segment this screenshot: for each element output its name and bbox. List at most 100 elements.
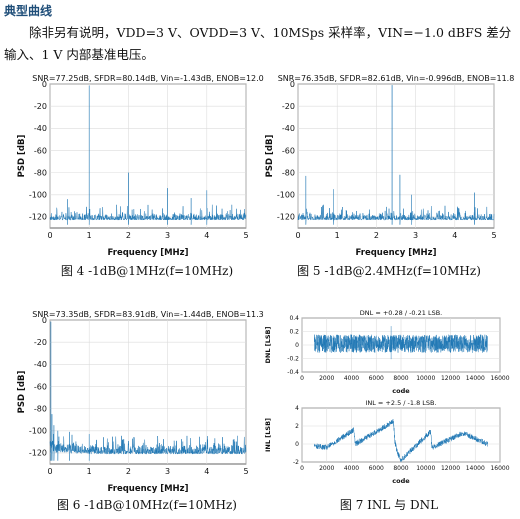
x-tick-label: 3 — [165, 231, 170, 240]
psd-chart-1mhz: SNR=77.25dB, SFDR=80.14dB, Vin=-1.43dB, … — [14, 72, 264, 258]
x-tick-label: 6000 — [369, 375, 384, 382]
y-tick-label: 0 — [42, 316, 47, 325]
y-tick-label: 2 — [295, 423, 299, 430]
x-tick-label: 8000 — [393, 375, 408, 382]
caption-fig4: 图 4 -1dB@1MHz(f=10MHz) — [60, 264, 234, 278]
x-tick-label: 14000 — [466, 375, 485, 382]
inl-chart: INL = +2.5 / -1.8 LSB. 0 2000 4000 6000 8000 1… — [262, 396, 512, 486]
plot-frame — [49, 319, 247, 465]
y-tick-label: -60 — [34, 146, 47, 155]
x-tick-label: 14000 — [466, 465, 485, 472]
y-tick-label: -40 — [282, 124, 295, 133]
y-axis-label: INL [LSB] — [264, 418, 272, 452]
plot-frame — [49, 83, 247, 229]
x-tick-label: 4 — [204, 467, 209, 476]
psd-trace — [49, 85, 247, 225]
y-tick-label: 0 — [42, 80, 47, 89]
caption-fig7: 图 7 INL 与 DNL — [339, 498, 439, 512]
y-axis-label: PSD [dB] — [17, 135, 27, 178]
y-axis-label: DNL [LSB] — [264, 326, 272, 363]
chart-title: SNR=76.35dB, SFDR=82.61dB, Vin=-0.996dB,… — [278, 74, 515, 83]
x-tick-label: 10000 — [416, 375, 435, 382]
x-tick-label: 4000 — [344, 375, 359, 382]
y-tick-label: -100 — [29, 427, 47, 436]
x-axis-label: Frequency [MHz] — [108, 484, 189, 494]
inl-trace — [314, 419, 488, 463]
x-tick-label: 2 — [126, 231, 131, 240]
y-axis-label: PSD [dB] — [265, 135, 275, 178]
x-tick-label: 0 — [47, 231, 52, 240]
x-tick-label: 1 — [335, 231, 340, 240]
x-tick-label: 16000 — [490, 465, 509, 472]
x-tick-label: 4000 — [344, 465, 359, 472]
y-tick-label: 0 — [290, 80, 295, 89]
x-tick-label: 4 — [204, 231, 209, 240]
chart-svg: SNR=73.35dB, SFDR=83.91dB, Vin=-1.44dB, … — [17, 310, 264, 494]
y-tick-label: -60 — [34, 382, 47, 391]
x-tick-label: 2 — [126, 467, 131, 476]
chart-svg: SNR=77.25dB, SFDR=80.14dB, Vin=-1.43dB, … — [17, 74, 264, 258]
x-tick-label: 4 — [452, 231, 457, 240]
x-tick-label: 5 — [243, 231, 248, 240]
plot-frame — [297, 83, 495, 229]
y-tick-label: 0.4 — [289, 315, 299, 322]
chart-title: INL = +2.5 / -1.8 LSB. — [365, 399, 436, 407]
y-tick-label: -40 — [34, 360, 47, 369]
chart-title: SNR=73.35dB, SFDR=83.91dB, Vin=-1.44dB, … — [32, 310, 264, 319]
y-axis-label: PSD [dB] — [17, 371, 27, 414]
section-title: 典型曲线 — [4, 4, 53, 18]
y-tick-label: -20 — [34, 102, 47, 111]
x-tick-label: 8000 — [393, 465, 408, 472]
y-tick-label: -120 — [29, 449, 47, 458]
y-tick-label: -2 — [293, 459, 299, 466]
y-tick-label: 0 — [295, 441, 299, 448]
y-tick-label: -80 — [282, 168, 295, 177]
y-tick-label: 0.2 — [289, 329, 299, 336]
y-tick-label: -100 — [29, 191, 47, 200]
chart-title: SNR=77.25dB, SFDR=80.14dB, Vin=-1.43dB, … — [32, 74, 264, 83]
x-tick-label: 6000 — [369, 465, 384, 472]
y-tick-label: -40 — [34, 124, 47, 133]
x-axis-label: Frequency [MHz] — [108, 248, 189, 258]
x-tick-label: 10000 — [416, 465, 435, 472]
x-tick-label: 2 — [374, 231, 379, 240]
x-tick-label: 5 — [491, 231, 496, 240]
y-tick-label: -0.4 — [287, 369, 299, 376]
psd-chart-2-4mhz: SNR=76.35dB, SFDR=82.61dB, Vin=-0.996dB,… — [262, 72, 514, 258]
caption-fig6: 图 6 -1dB@10MHz(f=10MHz) — [56, 498, 237, 512]
y-tick-label: -20 — [282, 102, 295, 111]
chart-svg: DNL = +0.28 / -0.21 LSB. 0 2000 4000 6000 800… — [264, 309, 510, 395]
psd-trace — [297, 85, 495, 225]
x-tick-label: 1 — [87, 231, 92, 240]
x-tick-label: 3 — [413, 231, 418, 240]
y-tick-label: -120 — [277, 213, 295, 222]
x-tick-label: 2000 — [319, 465, 334, 472]
y-tick-label: -80 — [34, 168, 47, 177]
x-tick-label: 16000 — [490, 375, 509, 382]
y-tick-label: 0 — [295, 342, 299, 349]
x-tick-label: 12000 — [441, 465, 460, 472]
y-tick-label: -100 — [277, 191, 295, 200]
caption-fig5: 图 5 -1dB@2.4MHz(f=10MHz) — [297, 264, 481, 278]
y-tick-label: 4 — [295, 405, 299, 412]
x-tick-label: 2000 — [319, 375, 334, 382]
dnl-trace — [314, 326, 488, 360]
chart-svg: INL = +2.5 / -1.8 LSB. 0 2000 4000 6000 8000 1… — [264, 399, 510, 485]
chart-svg: SNR=76.35dB, SFDR=82.61dB, Vin=-0.996dB,… — [265, 74, 514, 258]
x-tick-label: 0 — [300, 375, 304, 382]
x-tick-label: 3 — [165, 467, 170, 476]
x-tick-label: 0 — [295, 231, 300, 240]
x-axis-label: code — [392, 387, 410, 395]
x-axis-label: Frequency [MHz] — [356, 248, 437, 258]
x-axis-label: code — [392, 477, 410, 485]
psd-trace — [49, 321, 247, 461]
x-tick-label: 0 — [300, 465, 304, 472]
dnl-chart: DNL = +0.28 / -0.21 LSB. 0 2000 4000 6000 800… — [262, 306, 512, 396]
y-tick-label: -20 — [34, 338, 47, 347]
x-tick-label: 0 — [47, 467, 52, 476]
x-tick-label: 1 — [87, 467, 92, 476]
y-tick-label: -0.2 — [287, 356, 299, 363]
y-tick-label: -80 — [34, 404, 47, 413]
x-tick-label: 5 — [243, 467, 248, 476]
y-tick-label: -120 — [29, 213, 47, 222]
